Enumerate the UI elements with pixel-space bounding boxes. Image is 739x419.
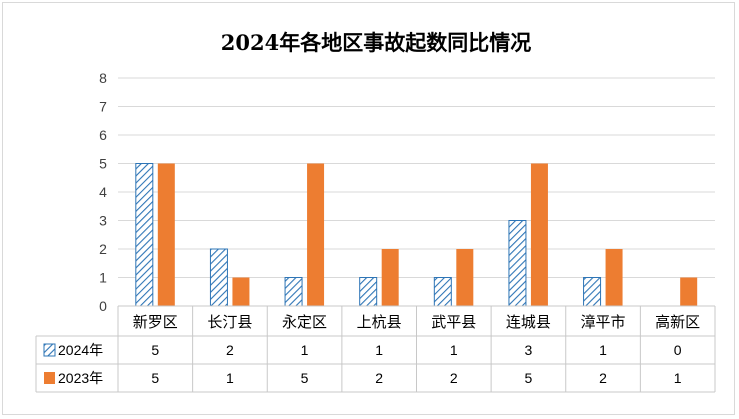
data-table-value: 5 xyxy=(525,370,533,386)
bar-2024 xyxy=(135,163,154,307)
legend-label: 2023年 xyxy=(58,370,103,386)
data-table-value: 0 xyxy=(674,342,682,358)
x-category-label: 连城县 xyxy=(506,314,551,331)
y-tick-label: 6 xyxy=(99,127,107,143)
data-table-value: 1 xyxy=(599,342,607,358)
bar-2023 xyxy=(680,277,698,306)
x-category-label: 永定区 xyxy=(282,314,327,331)
legend-key-2023 xyxy=(44,372,55,384)
data-table-value: 1 xyxy=(226,370,234,386)
y-tick-label: 0 xyxy=(99,298,107,314)
data-table-value: 5 xyxy=(151,342,159,358)
y-tick-label: 8 xyxy=(99,70,107,86)
data-table-value: 2 xyxy=(226,342,234,358)
bar-2024 xyxy=(433,277,452,307)
y-tick-label: 1 xyxy=(99,270,107,286)
bar-2024 xyxy=(359,277,378,307)
data-table-value: 5 xyxy=(151,370,159,386)
data-table-value: 2 xyxy=(375,370,383,386)
bar-2024 xyxy=(209,248,228,307)
y-tick-label: 7 xyxy=(99,99,107,115)
x-category-label: 新罗区 xyxy=(133,314,178,331)
legend-key-2024 xyxy=(43,343,56,357)
bar-2024 xyxy=(508,220,527,307)
y-tick-label: 3 xyxy=(99,213,107,229)
x-category-label: 高新区 xyxy=(655,314,700,331)
data-table-value: 2 xyxy=(599,370,607,386)
legend-label: 2024年 xyxy=(58,342,103,358)
data-table-value: 1 xyxy=(301,342,309,358)
bar-2023 xyxy=(530,163,548,306)
bar-2023 xyxy=(605,249,623,306)
data-table-value: 5 xyxy=(301,370,309,386)
x-category-label: 长汀县 xyxy=(207,314,252,331)
bar-2023 xyxy=(381,249,399,306)
data-table-value: 1 xyxy=(674,370,682,386)
bar-2024 xyxy=(284,277,303,307)
bar-2023 xyxy=(232,277,250,306)
bar-2023 xyxy=(157,163,175,306)
x-category-label: 漳平市 xyxy=(581,313,626,331)
bar-2023 xyxy=(456,249,474,306)
data-table-value: 1 xyxy=(375,342,383,358)
bar-2023 xyxy=(307,163,325,306)
data-table-value: 2 xyxy=(450,370,458,386)
x-category-label: 武平县 xyxy=(431,314,476,331)
y-tick-label: 5 xyxy=(99,156,107,172)
data-table-value: 1 xyxy=(450,342,458,358)
chart-title: 2024年各地区事故起数同比情况 xyxy=(221,30,531,55)
y-tick-label: 4 xyxy=(99,184,107,200)
x-category-label: 上杭县 xyxy=(357,314,402,331)
data-table-value: 3 xyxy=(525,342,533,358)
y-tick-label: 2 xyxy=(99,241,107,257)
bar-2024 xyxy=(583,277,602,307)
chart-frame xyxy=(2,2,735,415)
